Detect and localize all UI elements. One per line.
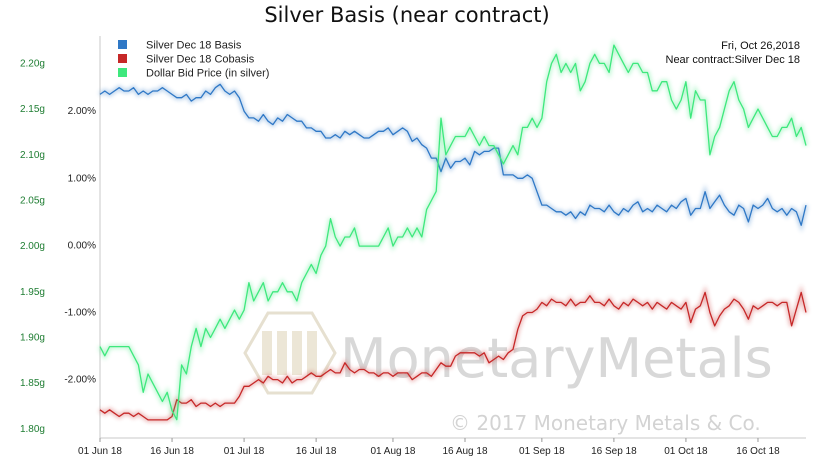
series-line-2 xyxy=(99,44,807,421)
x-axis-tick-0: 01 Jun 18 xyxy=(78,446,122,457)
x-axis-tick-9: 16 Oct 18 xyxy=(736,446,780,457)
legend-swatch-0 xyxy=(118,40,127,49)
series-2 xyxy=(98,38,808,427)
info-contract: Near contract:Silver Dec 18 xyxy=(666,54,801,66)
x-axis-tick-4: 01 Aug 18 xyxy=(370,446,415,457)
left-axis-tick-7: 2.15g xyxy=(20,104,45,115)
series-line-0 xyxy=(99,83,807,226)
percent-axis-tick-4: 2.00% xyxy=(68,106,96,117)
percent-axis-tick-2: 0.00% xyxy=(68,240,96,251)
plot-frame xyxy=(99,36,806,439)
x-axis-tick-8: 01 Oct 18 xyxy=(664,446,708,457)
info-date: Fri, Oct 26,2018 xyxy=(721,40,800,52)
legend: Silver Dec 18 Basis Silver Dec 18 Cobasis… xyxy=(118,40,269,80)
chart-title: Silver Basis (near contract) xyxy=(264,3,549,27)
percent-axis-tick-1: -1.00% xyxy=(64,308,96,319)
x-axis-tick-2: 01 Jul 18 xyxy=(224,446,265,457)
left-axis-tick-3: 1.95g xyxy=(20,287,45,298)
percent-axis-tick-0: -2.00% xyxy=(64,375,96,386)
percent-axis-tick-3: 1.00% xyxy=(68,173,96,184)
x-axis-tick-1: 16 Jun 18 xyxy=(150,446,194,457)
left-axis-tick-6: 2.10g xyxy=(20,150,45,161)
series-line-1 xyxy=(99,291,807,421)
x-axis-tick-5: 16 Aug 18 xyxy=(442,446,487,457)
series-glow-0 xyxy=(98,81,808,233)
left-axis-tick-4: 2.00g xyxy=(20,241,45,252)
legend-label-2: Dollar Bid Price (in silver) xyxy=(146,68,269,80)
x-axis-tick-6: 01 Sep 18 xyxy=(519,446,565,457)
x-axis-tick-7: 16 Sep 18 xyxy=(591,446,637,457)
series-0 xyxy=(98,81,808,233)
watermark-brand: MonetaryMetals xyxy=(340,327,773,390)
legend-swatch-1 xyxy=(118,54,127,63)
left-axis-tick-5: 2.05g xyxy=(20,195,45,206)
x-axis-tick-3: 16 Jul 18 xyxy=(296,446,337,457)
series-1 xyxy=(98,284,808,422)
legend-label-0: Silver Dec 18 Basis xyxy=(146,40,242,52)
watermark-logo xyxy=(243,311,337,395)
left-axis-tick-1: 1.85g xyxy=(20,378,45,389)
left-axis-tick-0: 1.80g xyxy=(20,424,45,435)
info-box: Fri, Oct 26,2018 Near contract:Silver De… xyxy=(666,40,801,66)
watermark-copyright: © 2017 Monetary Metals & Co. xyxy=(450,411,761,435)
left-axis-tick-2: 1.90g xyxy=(20,333,45,344)
left-axis-tick-8: 2.20g xyxy=(20,58,45,69)
legend-swatch-2 xyxy=(118,68,127,77)
legend-label-1: Silver Dec 18 Cobasis xyxy=(146,54,255,66)
